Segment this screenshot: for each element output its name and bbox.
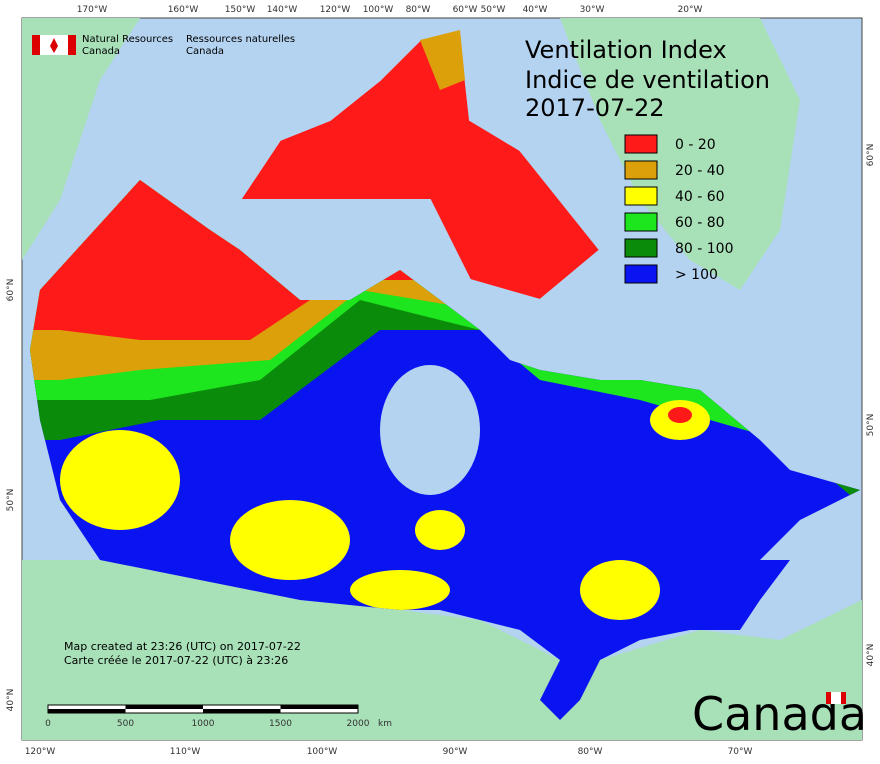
top-label: 170°W [77, 5, 108, 15]
scale-unit: km [378, 719, 392, 729]
top-label: 150°W [225, 5, 256, 15]
bottom-label: 80°W [578, 747, 603, 757]
scale-segment [125, 705, 203, 709]
scale-label: 1000 [192, 719, 215, 729]
hudson-bay [380, 365, 480, 495]
top-label: 60°W [453, 5, 478, 15]
right-label: 40°N [866, 644, 876, 667]
top-label: 20°W [678, 5, 703, 15]
title: Indice de ventilation [525, 66, 770, 94]
scale-label: 2000 [347, 719, 370, 729]
legend-label: 60 - 80 [675, 215, 725, 231]
bottom-label: 90°W [443, 747, 468, 757]
title: Ventilation Index [525, 36, 727, 64]
left-label: 50°N [6, 489, 16, 512]
top-label: 50°W [481, 5, 506, 15]
top-label: 80°W [406, 5, 431, 15]
top-label: 40°W [523, 5, 548, 15]
greenland [560, 18, 800, 290]
bottom-label: 100°W [307, 747, 338, 757]
scale-segment [203, 709, 281, 713]
arctic-island-tip [420, 30, 465, 90]
legend-swatch [624, 134, 658, 154]
right-label: 60°N [866, 144, 876, 167]
arctic-islands [238, 28, 602, 302]
right-label: 50°N [866, 414, 876, 437]
note: Carte créée le 2017-07-22 (UTC) à 23:26 [64, 654, 288, 667]
legend-swatch [624, 186, 658, 206]
legend-swatch [624, 160, 658, 180]
scale-segment [48, 709, 126, 713]
bottom-label: 120°W [25, 747, 56, 757]
top-label: 30°W [580, 5, 605, 15]
usa-land [22, 560, 862, 740]
agency-en: Canada [82, 46, 120, 57]
top-label: 120°W [320, 5, 351, 15]
legend-label: > 100 [675, 267, 718, 283]
top-label: 160°W [168, 5, 199, 15]
agency-fr: Canada [186, 46, 224, 57]
legend-label: 40 - 60 [675, 189, 725, 205]
agency-fr: Ressources naturelles [186, 34, 295, 45]
scale-label: 500 [117, 719, 134, 729]
top-label: 100°W [363, 5, 394, 15]
legend-swatch [624, 238, 658, 258]
legend-label: 80 - 100 [675, 241, 734, 257]
left-label: 60°N [6, 279, 16, 302]
scale-label: 0 [45, 719, 51, 729]
bottom-label: 110°W [170, 747, 201, 757]
alaska-land [22, 18, 140, 260]
legend-label: 20 - 40 [675, 163, 725, 179]
left-label: 40°N [6, 689, 16, 712]
legend-label: 0 - 20 [675, 137, 716, 153]
scale-label: 1500 [269, 719, 292, 729]
legend-swatch [624, 264, 658, 284]
top-label: 140°W [267, 5, 298, 15]
legend-swatch [624, 212, 658, 232]
bottom-label: 70°W [728, 747, 753, 757]
scale-segment [280, 705, 358, 709]
note: Map created at 23:26 (UTC) on 2017-07-22 [64, 640, 301, 653]
title: 2017-07-22 [525, 94, 664, 122]
agency-en: Natural Resources [82, 34, 173, 45]
